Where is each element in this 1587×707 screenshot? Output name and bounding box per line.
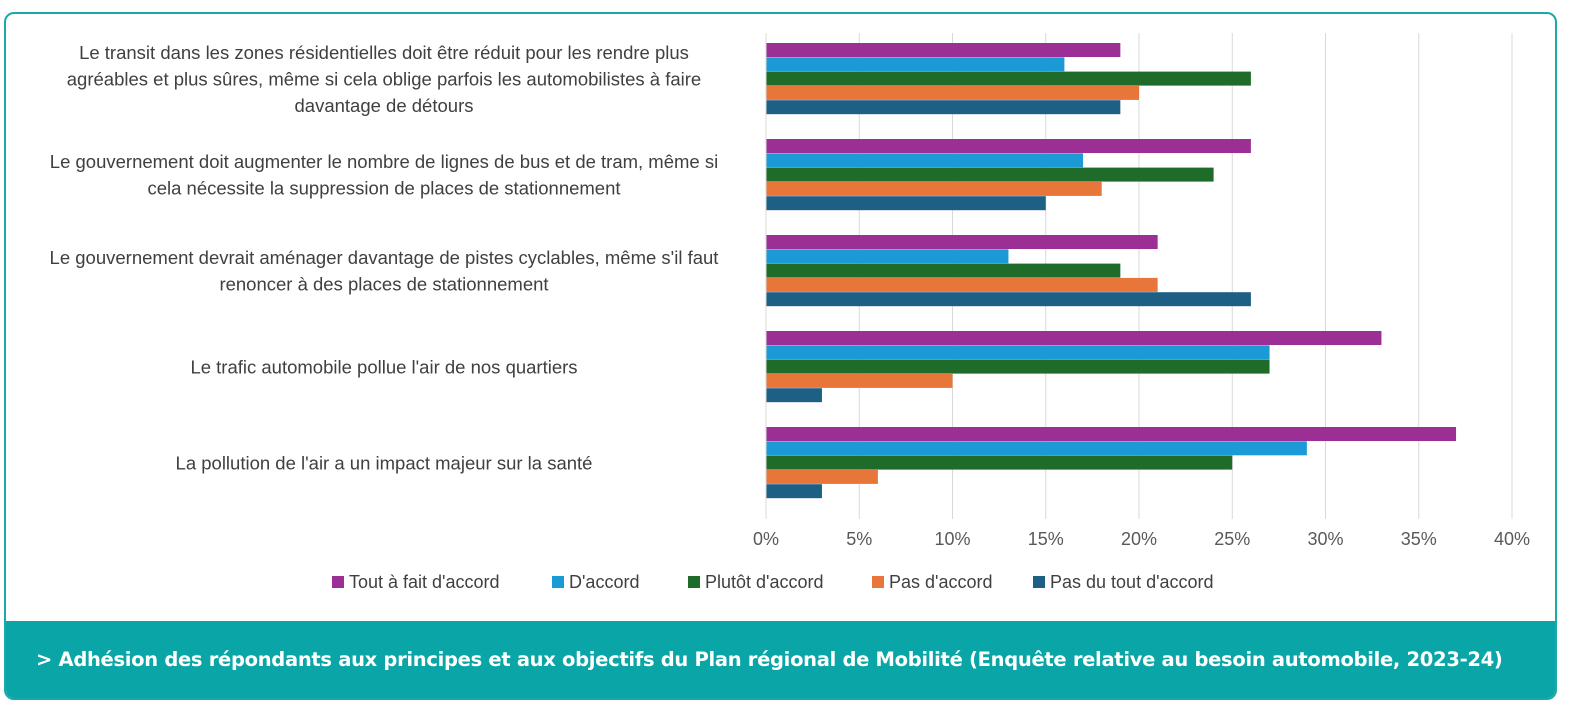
bar — [766, 139, 1251, 153]
x-tick-label: 40% — [1494, 529, 1530, 549]
bar — [766, 235, 1158, 249]
legend-swatch — [552, 576, 564, 588]
category-label: agréables et plus sûres, même si cela ob… — [67, 68, 701, 89]
bar — [766, 263, 1121, 278]
legend-swatch — [872, 576, 884, 588]
bar — [766, 167, 1214, 182]
x-tick-label: 35% — [1401, 529, 1437, 549]
bar — [766, 71, 1251, 86]
bar — [766, 292, 1251, 307]
legend-swatch — [332, 576, 344, 588]
bar — [766, 441, 1307, 456]
legend-label: Pas du tout d'accord — [1050, 572, 1214, 592]
caption: > Adhésion des répondants aux principes … — [36, 648, 1503, 671]
x-tick-label: 20% — [1121, 529, 1157, 549]
x-tick-label: 15% — [1028, 529, 1064, 549]
legend-label: Pas d'accord — [889, 572, 993, 592]
bar — [766, 57, 1065, 72]
x-tick-label: 30% — [1307, 529, 1343, 549]
bar — [766, 249, 1009, 264]
bar — [766, 153, 1084, 168]
x-tick-label: 25% — [1214, 529, 1250, 549]
bar — [766, 388, 822, 403]
x-tick-label: 5% — [846, 529, 872, 549]
x-tick-label: 0% — [753, 529, 779, 549]
bar — [766, 277, 1158, 292]
category-label: cela nécessite la suppression de places … — [147, 178, 620, 199]
bar-chart: Le transit dans les zones résidentielles… — [50, 33, 1530, 592]
legend-label: D'accord — [569, 572, 639, 592]
category-label: davantage de détours — [295, 95, 474, 116]
category-label: Le transit dans les zones résidentielles… — [79, 42, 689, 63]
bar — [766, 484, 822, 499]
legend-swatch — [688, 576, 700, 588]
bar — [766, 373, 953, 388]
bar — [766, 85, 1139, 100]
bar — [766, 455, 1233, 470]
category-label: renoncer à des places de stationnement — [219, 274, 548, 295]
bar — [766, 427, 1457, 441]
chart-frame: Le transit dans les zones résidentielles… — [4, 12, 1557, 700]
bar — [766, 345, 1270, 360]
bar — [766, 100, 1121, 115]
legend-label: Tout à fait d'accord — [349, 572, 500, 592]
category-label: Le gouvernement doit augmenter le nombre… — [50, 151, 718, 172]
legend-label: Plutôt d'accord — [705, 572, 824, 592]
bar — [766, 359, 1270, 374]
category-label: La pollution de l'air a un impact majeur… — [176, 452, 593, 473]
bar — [766, 469, 878, 484]
x-tick-label: 10% — [934, 529, 970, 549]
bar — [766, 181, 1102, 196]
category-label: Le gouvernement devrait aménager davanta… — [50, 247, 719, 268]
bar — [766, 43, 1121, 57]
legend-swatch — [1033, 576, 1045, 588]
category-label: Le trafic automobile pollue l'air de nos… — [190, 356, 577, 377]
bar — [766, 331, 1382, 345]
bar — [766, 196, 1046, 211]
caption-band: > Adhésion des répondants aux principes … — [6, 621, 1555, 698]
